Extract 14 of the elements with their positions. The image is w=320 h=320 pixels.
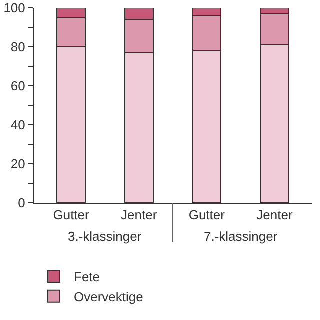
x-tick-label: Gutter [188, 208, 226, 223]
y-tick-label: 80 [10, 40, 26, 55]
x-tick-label: Jenter [256, 208, 294, 223]
legend-label: Overvektige [74, 289, 144, 304]
text: 3.-klassinger [68, 229, 142, 244]
y-tick-label: 100 [4, 0, 26, 16]
text: 7.-klassinger [204, 229, 278, 244]
y-tick-label: 60 [10, 78, 26, 94]
x-tick-label: Gutter [53, 208, 90, 223]
y-tick-label: 20 [10, 156, 26, 172]
legend-label: Fete [74, 270, 100, 285]
y-tick-label: 0 [18, 196, 26, 211]
y-tick-label: 40 [10, 118, 26, 133]
x-tick-label: Jenter [121, 208, 158, 223]
